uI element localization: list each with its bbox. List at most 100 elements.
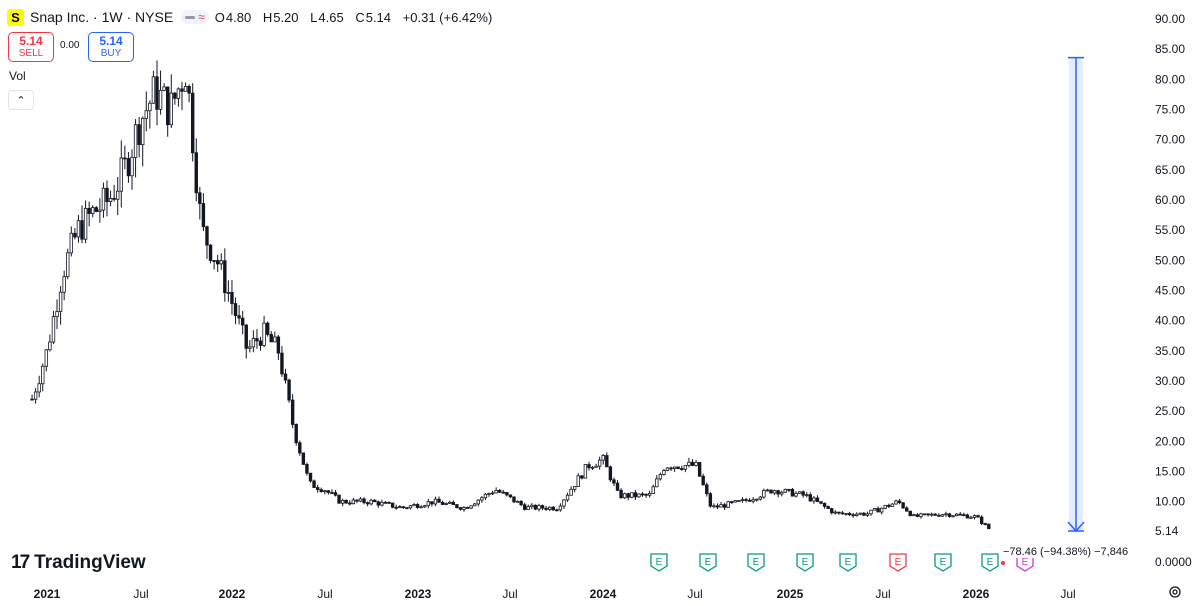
candle-body: [872, 508, 877, 511]
candle-body: [251, 338, 256, 348]
candle-body: [437, 498, 441, 503]
candle-body: [815, 497, 820, 503]
earnings-badge-icon: [747, 553, 765, 572]
candle-body: [865, 513, 870, 516]
candle-body: [262, 322, 266, 346]
candle-body: [130, 156, 134, 177]
candle-body: [240, 317, 245, 326]
buy-button[interactable]: 5.14 BUY: [88, 32, 134, 62]
x-tick-label: 2024: [590, 587, 617, 601]
candle-body: [51, 316, 56, 343]
tradingview-logo[interactable]: 17 TradingView: [11, 552, 146, 574]
candle-body: [423, 505, 427, 508]
candle-body: [605, 455, 609, 468]
earnings-marker[interactable]: E: [796, 553, 814, 572]
earnings-marker[interactable]: E: [699, 553, 717, 572]
candle-body: [590, 466, 595, 469]
open-key: O: [214, 9, 225, 25]
candle-body: [597, 459, 602, 467]
candle-body: [965, 514, 970, 519]
candle-body: [80, 220, 84, 240]
candle-body: [348, 502, 352, 505]
x-tick-label: 2023: [405, 587, 432, 601]
candle-body: [826, 505, 830, 509]
indicator-pill[interactable]: ≈: [181, 10, 209, 24]
earnings-marker[interactable]: E: [839, 553, 857, 572]
earnings-badge-icon: [981, 553, 999, 572]
volume-label[interactable]: Vol: [9, 69, 26, 83]
y-tick-label: 35.00: [1155, 344, 1185, 358]
candle-body: [333, 492, 338, 496]
earnings-label: E: [705, 557, 712, 568]
candle-body: [904, 507, 909, 512]
candle-body: [230, 292, 234, 304]
x-tick-label: 2022: [219, 587, 246, 601]
earnings-marker[interactable]: E: [650, 553, 668, 572]
candle-body: [451, 501, 456, 505]
candle-body: [601, 455, 605, 461]
candle-body: [619, 489, 623, 499]
candle-body: [762, 490, 766, 498]
candle-body: [312, 480, 316, 488]
candle-body: [701, 475, 705, 486]
candle-body: [630, 492, 634, 498]
candle-body: [44, 349, 49, 367]
earnings-badge-icon: [650, 553, 668, 572]
candle-body: [194, 152, 198, 194]
settings-gear-icon[interactable]: [1168, 585, 1182, 599]
candle-body: [208, 244, 213, 261]
y-tick-label: 5.14: [1155, 524, 1179, 538]
candle-body: [847, 513, 852, 516]
earnings-marker[interactable]: E: [889, 553, 907, 572]
candle-body: [166, 86, 170, 126]
snap-logo-icon[interactable]: S: [7, 8, 24, 26]
y-tick-label: 25.00: [1155, 404, 1185, 418]
y-tick-label: 30.00: [1155, 374, 1185, 388]
earnings-label: E: [1022, 557, 1029, 568]
collapse-button[interactable]: ⌃: [8, 90, 34, 110]
candle-body: [951, 515, 955, 518]
earnings-label: E: [940, 557, 947, 568]
candle-body: [558, 505, 563, 511]
candle-body: [215, 260, 220, 265]
candle-body: [797, 491, 802, 494]
candle-body: [687, 461, 691, 466]
chart-header: S Snap Inc. · 1W · NYSE ≈ O4.80 H5.20 L4…: [7, 7, 492, 27]
candle-body: [665, 467, 670, 471]
candle-body: [862, 512, 866, 516]
candle-body: [587, 464, 591, 469]
candle-body: [683, 464, 688, 470]
candle-body: [426, 501, 431, 507]
sell-button[interactable]: 5.14 SELL: [8, 32, 54, 62]
candle-body: [887, 504, 891, 507]
candle-body: [440, 501, 445, 505]
candle-body: [169, 92, 173, 126]
candle-body: [148, 102, 152, 112]
candle-body: [897, 500, 902, 504]
earnings-marker[interactable]: E: [934, 553, 952, 572]
candle-body: [922, 513, 927, 516]
earnings-marker[interactable]: E: [981, 553, 999, 572]
candle-body: [954, 513, 959, 517]
candle-body: [583, 464, 588, 479]
candle-body: [733, 500, 738, 503]
y-tick-label: 10.00: [1155, 495, 1185, 509]
candle-body: [822, 502, 827, 507]
candle-body: [515, 500, 520, 503]
symbol-title[interactable]: Snap Inc. · 1W · NYSE: [30, 9, 174, 25]
candle-body: [162, 86, 166, 91]
candle-body: [637, 493, 641, 498]
candle-body: [919, 513, 923, 517]
candle-body: [697, 462, 702, 477]
candle-body: [476, 499, 480, 505]
candle-body: [212, 260, 216, 262]
earnings-marker[interactable]: E: [747, 553, 765, 572]
candle-body: [851, 514, 855, 517]
candle-body: [62, 276, 66, 293]
candle-body: [569, 488, 573, 496]
candle-body: [651, 486, 655, 494]
low-key: L: [310, 9, 318, 25]
candle-body: [415, 504, 420, 508]
candle-body: [594, 465, 598, 468]
